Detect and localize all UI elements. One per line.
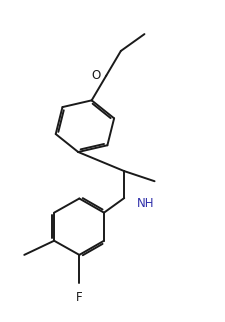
- Text: F: F: [76, 291, 82, 304]
- Text: NH: NH: [136, 197, 153, 210]
- Text: O: O: [91, 69, 100, 82]
